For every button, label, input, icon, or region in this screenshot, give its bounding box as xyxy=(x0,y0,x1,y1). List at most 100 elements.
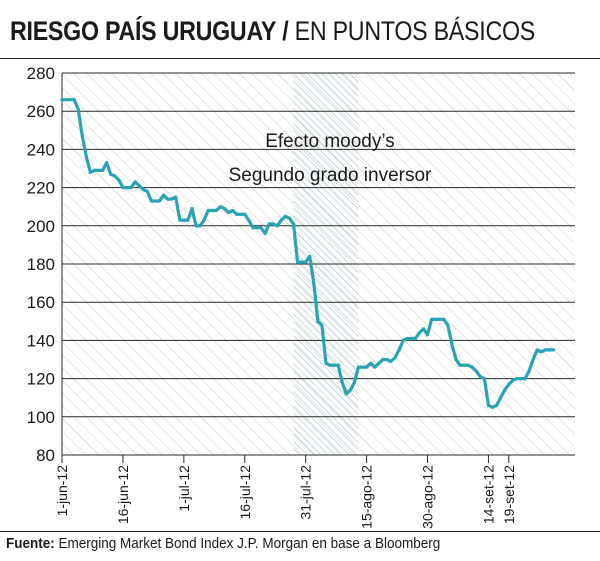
data-point xyxy=(194,224,198,228)
annotation-line-2: Segundo grado inversor xyxy=(229,165,432,186)
data-point xyxy=(312,281,316,285)
data-point xyxy=(121,186,125,190)
data-point xyxy=(531,357,535,362)
data-point xyxy=(271,222,275,226)
x-tick-label-16-jul-12: 16-jul-12 xyxy=(237,465,253,520)
data-point xyxy=(304,260,308,264)
data-point xyxy=(202,218,206,222)
y-tick-label-220: 220 xyxy=(27,179,55,198)
data-point xyxy=(417,331,422,335)
data-point xyxy=(170,197,174,201)
data-point xyxy=(413,336,417,341)
data-point xyxy=(80,134,84,138)
title-main: RIESGO PAÍS URUGUAY xyxy=(10,16,277,46)
data-point xyxy=(466,363,470,367)
x-tick-label-16-jun-12: 16-jun-12 xyxy=(115,465,131,524)
data-point xyxy=(442,317,446,321)
data-point xyxy=(178,218,182,222)
data-point xyxy=(145,189,149,194)
data-point xyxy=(125,186,129,190)
data-point xyxy=(182,218,186,222)
data-point xyxy=(405,336,409,341)
data-point xyxy=(88,170,93,174)
data-point xyxy=(360,365,365,369)
data-point xyxy=(198,224,202,228)
x-tick-label-31-jul-12: 31-jul-12 xyxy=(298,465,314,520)
footer-divider xyxy=(0,531,600,532)
data-point xyxy=(356,365,361,369)
x-tick-label-14-set-12: 14-set-12 xyxy=(480,465,496,524)
data-point xyxy=(348,388,352,392)
data-point xyxy=(373,365,377,369)
y-tick-label-280: 280 xyxy=(27,64,55,83)
data-point xyxy=(547,348,551,352)
x-tick-label-1-jul-12: 1-jul-12 xyxy=(176,465,192,512)
data-point xyxy=(332,363,336,367)
y-tick-label-180: 180 xyxy=(27,255,55,274)
data-point xyxy=(214,208,218,213)
source-text: Emerging Market Bond Index J.P. Morgan e… xyxy=(58,535,441,552)
data-point xyxy=(365,365,369,369)
data-point xyxy=(381,357,385,362)
data-point xyxy=(344,392,348,396)
data-point xyxy=(474,369,478,373)
data-point xyxy=(446,323,450,327)
data-point xyxy=(511,378,515,383)
data-point xyxy=(490,405,495,409)
data-point xyxy=(295,260,300,264)
data-point xyxy=(316,319,320,323)
data-point xyxy=(291,222,296,226)
data-point xyxy=(283,214,287,218)
title-divider xyxy=(0,58,600,59)
x-tick-label-19-set-12: 19-set-12 xyxy=(501,465,517,524)
data-point xyxy=(263,231,267,236)
data-point xyxy=(340,380,344,385)
data-point xyxy=(279,218,283,222)
x-tick-label-30-ago-12: 30-ago-12 xyxy=(420,465,436,529)
data-point xyxy=(519,377,523,381)
data-point xyxy=(393,355,397,360)
data-point xyxy=(165,197,170,201)
data-point xyxy=(494,403,499,407)
data-point xyxy=(320,323,324,327)
data-point xyxy=(369,361,373,365)
data-point xyxy=(478,375,482,379)
title-subtitle: EN PUNTOS BÁSICOS xyxy=(294,16,536,46)
data-point xyxy=(539,350,543,354)
data-point xyxy=(336,363,340,367)
source-note: Fuente: Emerging Market Bond Index J.P. … xyxy=(6,535,440,552)
data-point xyxy=(247,218,251,222)
data-point xyxy=(389,359,393,364)
data-point xyxy=(507,382,511,386)
data-point xyxy=(255,226,259,230)
data-point xyxy=(210,208,214,213)
data-point xyxy=(109,172,113,176)
data-point xyxy=(76,107,80,111)
data-point xyxy=(84,155,88,159)
data-point xyxy=(385,357,389,362)
data-point xyxy=(551,348,556,352)
data-point xyxy=(235,212,239,216)
data-point xyxy=(230,208,235,213)
data-point xyxy=(328,363,332,367)
x-tick-label-1-jun-12: 1-jun-12 xyxy=(54,465,70,517)
data-point xyxy=(113,174,117,178)
data-point xyxy=(421,327,426,331)
y-tick-label-240: 240 xyxy=(27,140,55,159)
data-point xyxy=(218,205,222,209)
data-point xyxy=(243,212,247,216)
data-point xyxy=(425,333,430,337)
data-point xyxy=(401,338,405,342)
data-point xyxy=(275,224,279,228)
data-point xyxy=(462,363,466,367)
data-point xyxy=(409,336,413,341)
data-point xyxy=(450,342,454,346)
data-point xyxy=(222,207,227,211)
data-point xyxy=(157,199,162,203)
title-separator: / xyxy=(282,16,289,46)
data-point xyxy=(149,199,153,203)
data-point xyxy=(486,403,491,407)
data-point xyxy=(503,388,507,392)
data-point xyxy=(308,254,312,258)
data-point xyxy=(397,348,401,352)
